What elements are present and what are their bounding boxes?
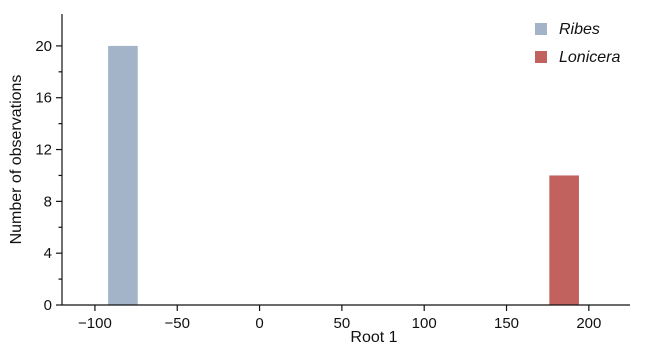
y-tick-label: 16 bbox=[35, 90, 52, 107]
y-tick-label: 4 bbox=[44, 245, 52, 262]
legend-swatch-ribes bbox=[535, 23, 547, 35]
bar-lonicera-0 bbox=[549, 175, 579, 305]
y-tick-label: 12 bbox=[35, 142, 52, 159]
ticks-layer: −100 −50 0 50 100 150 200 0 4 8 12 16 20 bbox=[35, 38, 601, 332]
x-tick-label: 50 bbox=[334, 315, 351, 332]
x-tick-label: 200 bbox=[576, 315, 601, 332]
y-tick-label: 20 bbox=[35, 38, 52, 55]
bar-ribes-0 bbox=[108, 45, 138, 306]
x-axis-title: Root 1 bbox=[350, 329, 397, 346]
axes-layer bbox=[61, 14, 630, 306]
x-tick-label: −50 bbox=[165, 315, 190, 332]
y-axis-title: Number of observations bbox=[8, 75, 25, 245]
y-tick-label: 0 bbox=[44, 297, 52, 314]
bars-layer bbox=[108, 45, 579, 306]
legend-swatch-lonicera bbox=[535, 51, 547, 63]
x-tick-label: 100 bbox=[412, 315, 437, 332]
y-tick-label: 8 bbox=[44, 193, 52, 210]
x-tick-label: 150 bbox=[494, 315, 519, 332]
x-tick-label: −100 bbox=[78, 315, 112, 332]
legend-label-lonicera: Lonicera bbox=[559, 49, 620, 66]
legend-label-ribes: Ribes bbox=[559, 21, 600, 38]
legend: Ribes Lonicera bbox=[535, 21, 620, 66]
x-tick-label: 0 bbox=[255, 315, 263, 332]
